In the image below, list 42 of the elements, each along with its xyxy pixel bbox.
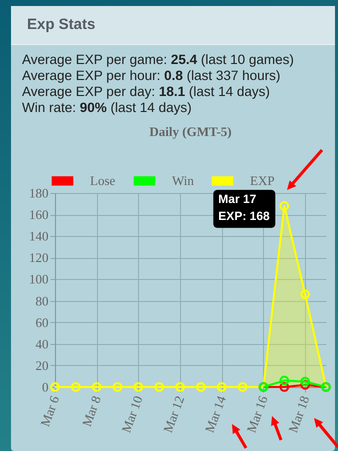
y-tick-label: 140 [29,228,48,244]
point [196,382,206,392]
point [300,380,310,390]
point [300,376,310,386]
point [70,382,81,392]
text: Win rate: 90% (last 14 days) [22,100,193,116]
text: Average EXP per day: 18.1 (last 14 days) [22,84,271,100]
text: Average EXP per hour: 0.8 (last 337 hours) [22,68,282,84]
x-tick-label: Mar 12 [160,394,188,435]
y-tick-label: 100 [29,272,48,287]
point [279,201,290,211]
y-tick-label: 160 [29,207,48,222]
x-tick-label: Mar 8 [78,394,104,428]
chart-title: Exp Stats [11,6,335,45]
legend-label: Lose [90,172,116,188]
x-tick-label: Mar 14 [202,393,230,435]
y-tick-label: 120 [29,250,48,266]
point [134,382,144,392]
y-tick-label: 80 [36,293,48,308]
x-tick-label: Mar 18 [285,394,312,435]
annotation: Mar 17 EXP: 168 [218,192,270,223]
point [279,376,290,386]
point [112,382,122,392]
y-tick-label: 40 [36,336,48,352]
point [154,382,164,392]
x-tick-label: Mar 10 [118,394,146,435]
point [238,382,248,392]
y-tick-label: 60 [36,314,48,330]
y-tick-label: 20 [36,358,48,373]
y-tick-label: 180 [29,186,48,200]
x-tick-label: Mar 6 [37,393,62,428]
legend-label: Win [172,172,194,188]
legend-label: EXP [250,172,275,188]
point [279,382,290,392]
text: Average EXP per game: 25.4 (last 10 games) [22,52,295,68]
point [216,382,227,392]
point [300,289,310,300]
point [175,382,185,392]
chart-subtitle: Daily (GMT-5) [149,124,232,139]
x-tick-label: Mar 16 [243,393,271,435]
y-tick-label: 0 [42,380,48,394]
point [92,382,102,392]
